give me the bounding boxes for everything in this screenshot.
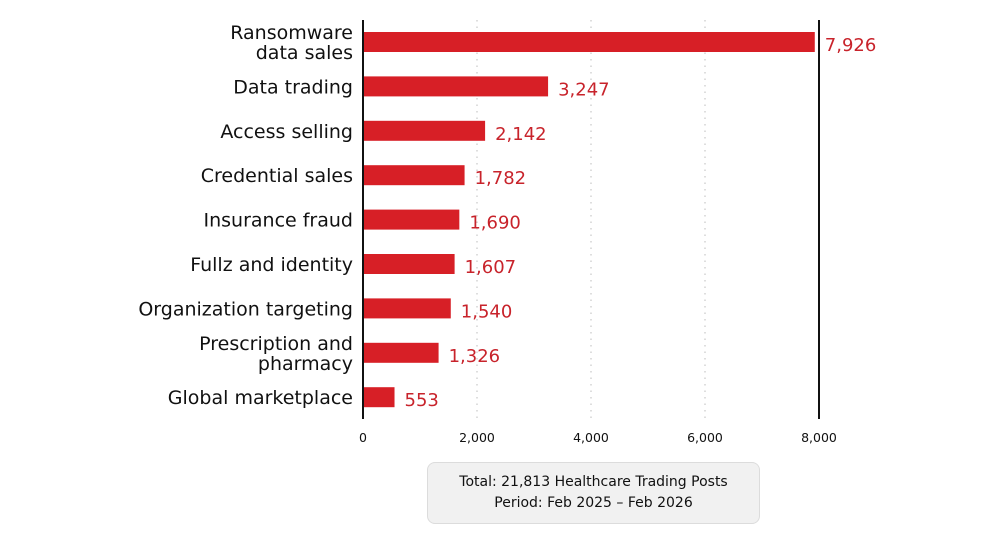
value-label-4: 1,690 bbox=[469, 213, 521, 234]
category-label-line: Ransomware bbox=[230, 22, 353, 44]
category-label-6: Organization targeting bbox=[138, 298, 353, 320]
x-tick-labels: 0 2,000 4,000 6,000 8,000 bbox=[359, 430, 837, 445]
category-label-line: Global marketplace bbox=[168, 387, 353, 409]
category-label-line: Data trading bbox=[233, 76, 353, 98]
value-label-0: 7,926 bbox=[825, 35, 877, 56]
value-label-7: 1,326 bbox=[449, 346, 501, 367]
category-label-8: Global marketplace bbox=[168, 387, 353, 409]
axes bbox=[362, 20, 820, 419]
x-tick-label-2: 4,000 bbox=[573, 430, 609, 445]
category-label-line: Insurance fraud bbox=[203, 210, 353, 232]
summary-box: Total: 21,813 Healthcare Trading Posts P… bbox=[427, 462, 760, 524]
value-label-8: 553 bbox=[405, 390, 439, 411]
category-label-4: Insurance fraud bbox=[203, 210, 353, 232]
category-label-3: Credential sales bbox=[201, 165, 353, 187]
category-label-line: data sales bbox=[256, 42, 353, 64]
x-tick-label-1: 2,000 bbox=[459, 430, 495, 445]
bar-8 bbox=[363, 387, 395, 408]
summary-total: Total: 21,813 Healthcare Trading Posts bbox=[459, 474, 728, 490]
bar-7 bbox=[363, 342, 439, 363]
category-label-line: Fullz and identity bbox=[190, 254, 353, 276]
value-label-3: 1,782 bbox=[475, 168, 527, 189]
bar-3 bbox=[363, 165, 465, 186]
bar-1 bbox=[363, 76, 549, 97]
value-label-2: 2,142 bbox=[495, 124, 547, 145]
bar-2 bbox=[363, 120, 486, 141]
bar-6 bbox=[363, 298, 451, 319]
bar-4 bbox=[363, 209, 460, 230]
category-labels: Ransomware data sales Data trading Access s… bbox=[138, 22, 353, 409]
value-label-1: 3,247 bbox=[558, 79, 610, 100]
x-tick-label-0: 0 bbox=[359, 430, 367, 445]
category-label-line: Access selling bbox=[220, 121, 353, 143]
value-label-5: 1,607 bbox=[465, 257, 517, 278]
category-label-7: Prescription and pharmacy bbox=[199, 333, 353, 375]
category-label-1: Data trading bbox=[233, 76, 353, 98]
category-label-5: Fullz and identity bbox=[190, 254, 353, 276]
category-label-line: Prescription and bbox=[199, 333, 353, 355]
x-tick-label-4: 8,000 bbox=[801, 430, 837, 445]
x-tick-label-3: 6,000 bbox=[687, 430, 723, 445]
category-label-line: pharmacy bbox=[258, 353, 353, 375]
bars bbox=[363, 32, 815, 408]
category-label-0: Ransomware data sales bbox=[230, 22, 353, 64]
category-label-line: Credential sales bbox=[201, 165, 353, 187]
value-label-6: 1,540 bbox=[461, 301, 513, 322]
value-labels: 7,926 3,247 2,142 1,782 1,690 1,607 1,540 1,326… bbox=[405, 35, 877, 411]
summary-period: Period: Feb 2025 – Feb 2026 bbox=[494, 495, 693, 511]
category-label-line: Organization targeting bbox=[138, 298, 353, 320]
bar-5 bbox=[363, 254, 455, 274]
category-label-2: Access selling bbox=[220, 121, 353, 143]
bar-0 bbox=[363, 32, 815, 52]
